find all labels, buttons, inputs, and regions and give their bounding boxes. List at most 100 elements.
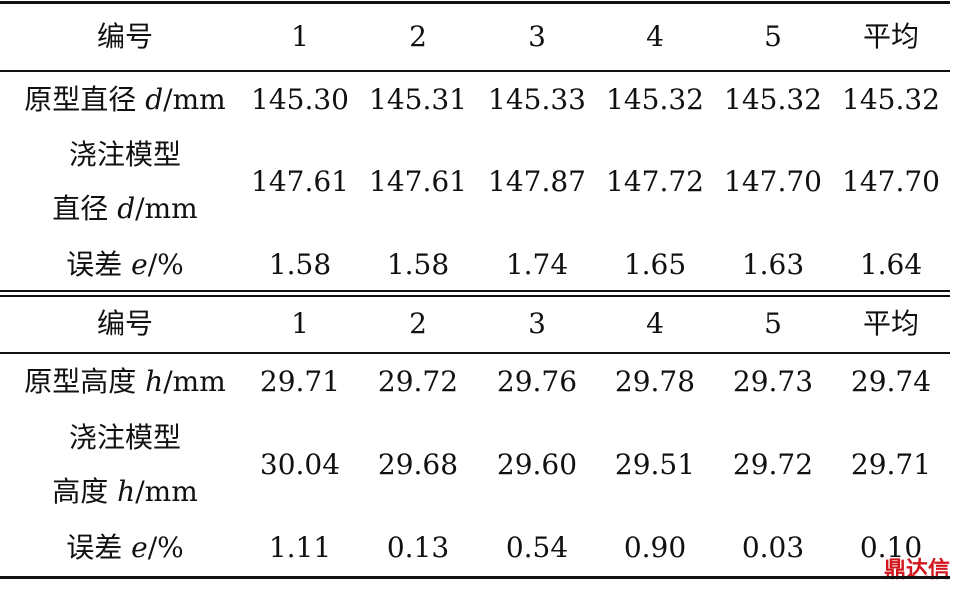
value-text: 145.31 (369, 82, 467, 116)
table-cell: 147.87 (482, 127, 592, 237)
table-cell: 29.60 (482, 410, 592, 520)
value-text: 147.61 (251, 165, 349, 198)
value-text: 1.65 (623, 247, 687, 281)
table-cell: 1.63 (718, 237, 828, 292)
table-cell: 1.58 (245, 237, 355, 292)
label-text: h (145, 365, 164, 398)
header-text: 4 (646, 307, 664, 340)
table-cell: 29.78 (600, 354, 710, 410)
header-text: 编号 (96, 20, 153, 53)
table-cell: 浇注模型直径 d/mm (0, 127, 250, 237)
table-cell: 147.70 (718, 127, 828, 237)
label-line: 浇注模型 (69, 411, 181, 465)
label-line: 误差 e/% (66, 238, 184, 292)
value-text: 147.70 (842, 165, 940, 198)
label-line: 浇注模型 (69, 128, 181, 182)
value-text: 147.87 (488, 165, 586, 198)
rule (0, 1, 950, 4)
label-text: e (131, 247, 148, 281)
table-cell: 误差 e/% (0, 237, 250, 292)
value-text: 29.72 (732, 448, 814, 481)
label-text: h (117, 475, 136, 508)
label-text: 原型直径 (24, 82, 146, 116)
value-text: 29.78 (614, 365, 696, 398)
value-text: 0.90 (623, 531, 687, 564)
header-text: 1 (291, 307, 309, 340)
rule (0, 290, 950, 292)
table-cell: 3 (482, 296, 592, 352)
table-cell: 0.13 (363, 520, 473, 576)
header-text: 5 (764, 307, 782, 340)
table-cell: 误差 e/% (0, 520, 250, 576)
label-text: /mm (163, 365, 226, 398)
table-cell: 29.71 (836, 410, 946, 520)
table-cell: 浇注模型 高度 h/mm (0, 410, 250, 520)
label-text: 误差 (66, 247, 132, 281)
label-line: 高度 h/mm (52, 465, 198, 519)
header-text: 平均 (862, 20, 919, 53)
table-cell: 145.33 (482, 72, 592, 127)
header-text: 3 (528, 20, 546, 53)
table-cell: 3 (482, 4, 592, 70)
label-text: 高度 (52, 475, 118, 508)
table-cell: 147.61 (363, 127, 473, 237)
label-line: 直径 d/mm (52, 182, 197, 236)
label-text: d (117, 192, 136, 225)
table-cell: 147.61 (245, 127, 355, 237)
table-cell: 1 (245, 4, 355, 70)
value-text: 30.04 (259, 448, 341, 481)
table-cell: 原型直径 d/mm (0, 72, 250, 127)
label-text: /% (147, 247, 184, 281)
value-text: 145.32 (606, 82, 704, 116)
table-cell: 编号 (0, 296, 250, 352)
header-text: 平均 (862, 307, 919, 340)
table-cell: 0.03 (718, 520, 828, 576)
label-text: d (145, 82, 164, 116)
value-text: 1.11 (268, 531, 332, 564)
label-line: 原型直径 d/mm (24, 73, 225, 127)
table-cell: 5 (718, 4, 828, 70)
table-cell: 29.74 (836, 354, 946, 410)
value-text: 145.32 (724, 82, 822, 116)
table-cell: 4 (600, 296, 710, 352)
header-text: 编号 (96, 307, 153, 340)
value-text: 147.70 (724, 165, 822, 198)
table-cell: 145.32 (600, 72, 710, 127)
table-cell: 29.73 (718, 354, 828, 410)
label-text: 误差 (66, 531, 132, 564)
table-cell: 29.72 (363, 354, 473, 410)
value-text: 29.60 (496, 448, 578, 481)
table-cell: 30.04 (245, 410, 355, 520)
label-text: /mm (135, 192, 198, 225)
table-cell: 5 (718, 296, 828, 352)
value-text: 145.32 (842, 82, 940, 116)
table-cell: 4 (600, 4, 710, 70)
table-cell: 29.68 (363, 410, 473, 520)
label-text: 浇注模型 (68, 138, 181, 171)
value-text: 145.33 (488, 82, 586, 116)
table-cell: 1 (245, 296, 355, 352)
header-text: 2 (409, 307, 427, 340)
table-cell: 0.10 (836, 520, 946, 576)
value-text: 1.74 (505, 247, 569, 281)
header-text: 3 (528, 307, 546, 340)
label-text: 直径 (52, 192, 118, 225)
rule (0, 352, 950, 354)
value-text: 29.51 (614, 448, 696, 481)
value-text: 29.68 (377, 448, 459, 481)
value-text: 147.72 (606, 165, 704, 198)
table-cell: 1.64 (836, 237, 946, 292)
label-text: /mm (135, 475, 198, 508)
header-text: 1 (291, 20, 309, 53)
table-cell: 1.74 (482, 237, 592, 292)
value-text: 1.58 (386, 247, 450, 281)
table-cell: 147.70 (836, 127, 946, 237)
table-cell: 编号 (0, 4, 250, 70)
value-text: 145.30 (251, 82, 349, 116)
table-cell: 29.71 (245, 354, 355, 410)
label-line: 原型高度 h/mm (24, 355, 226, 409)
table-cell: 0.54 (482, 520, 592, 576)
header-text: 5 (764, 20, 782, 53)
table-cell: 0.90 (600, 520, 710, 576)
